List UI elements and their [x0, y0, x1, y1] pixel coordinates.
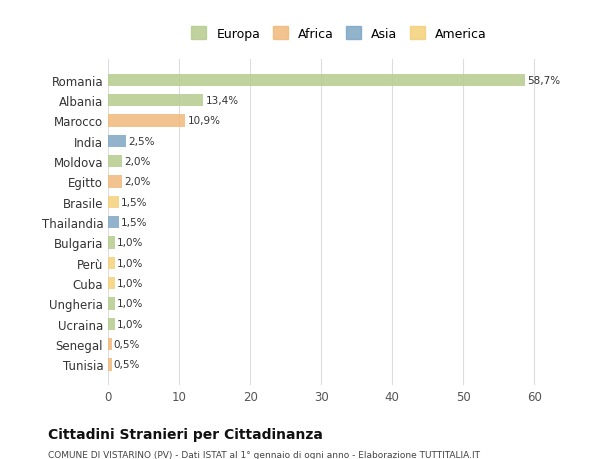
Bar [108, 338, 112, 351]
Text: 58,7%: 58,7% [527, 76, 560, 85]
Bar [108, 74, 525, 87]
Text: 1,5%: 1,5% [121, 218, 147, 228]
Text: 0,5%: 0,5% [113, 339, 140, 349]
Text: 1,0%: 1,0% [117, 319, 143, 329]
Bar [108, 277, 115, 290]
Text: 2,0%: 2,0% [124, 177, 151, 187]
Text: 2,0%: 2,0% [124, 157, 151, 167]
Bar [108, 196, 119, 208]
Bar [108, 358, 112, 371]
Bar [108, 176, 122, 188]
Text: 1,0%: 1,0% [117, 258, 143, 268]
Bar [108, 217, 119, 229]
Text: 13,4%: 13,4% [205, 96, 239, 106]
Bar [108, 257, 115, 269]
Bar [108, 298, 115, 310]
Bar [108, 115, 185, 127]
Text: 1,5%: 1,5% [121, 197, 147, 207]
Bar [108, 95, 203, 107]
Text: 1,0%: 1,0% [117, 279, 143, 288]
Text: 2,5%: 2,5% [128, 136, 154, 146]
Text: COMUNE DI VISTARINO (PV) - Dati ISTAT al 1° gennaio di ogni anno - Elaborazione : COMUNE DI VISTARINO (PV) - Dati ISTAT al… [48, 450, 480, 459]
Text: 1,0%: 1,0% [117, 299, 143, 309]
Text: 10,9%: 10,9% [188, 116, 221, 126]
Bar [108, 156, 122, 168]
Bar [108, 318, 115, 330]
Text: Cittadini Stranieri per Cittadinanza: Cittadini Stranieri per Cittadinanza [48, 427, 323, 441]
Bar [108, 135, 126, 147]
Legend: Europa, Africa, Asia, America: Europa, Africa, Asia, America [188, 23, 490, 45]
Text: 0,5%: 0,5% [113, 360, 140, 369]
Text: 1,0%: 1,0% [117, 238, 143, 248]
Bar [108, 237, 115, 249]
